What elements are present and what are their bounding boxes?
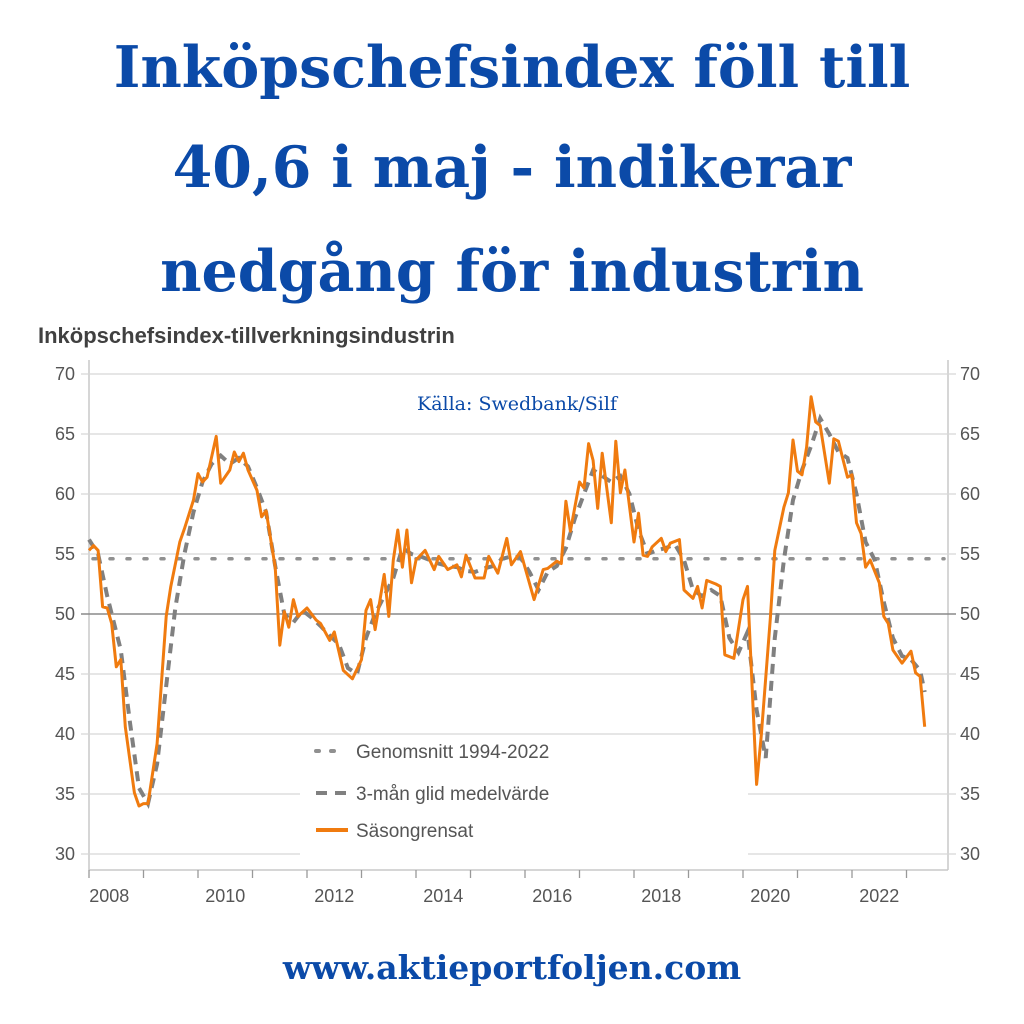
- headline-line-2: 40,6 i maj - indikerar: [172, 134, 852, 201]
- x-tick-label: 2014: [423, 886, 463, 906]
- x-tick-label: 2012: [314, 886, 354, 906]
- footer-url[interactable]: www.aktieportfoljen.com: [282, 948, 742, 987]
- y-tick-label-left: 45: [55, 664, 75, 684]
- y-tick-label-left: 50: [55, 604, 75, 624]
- y-tick-label-left: 35: [55, 784, 75, 804]
- y-tick-label-left: 70: [55, 364, 75, 384]
- chart-title: Inköpschefsindex-tillverkningsindustrin: [38, 323, 455, 348]
- y-tick-label-right: 70: [960, 364, 980, 384]
- y-tick-label-right: 60: [960, 484, 980, 504]
- y-tick-label-right: 35: [960, 784, 980, 804]
- x-tick-label: 2022: [859, 886, 899, 906]
- legend-label-average: Genomsnitt 1994-2022: [356, 742, 549, 763]
- x-tick-label: 2008: [89, 886, 129, 906]
- y-tick-label-right: 40: [960, 724, 980, 744]
- legend-box: [300, 735, 748, 863]
- x-tick-label: 2020: [750, 886, 790, 906]
- y-tick-label-left: 55: [55, 544, 75, 564]
- source-annotation: Källa: Swedbank/Silf: [417, 393, 617, 415]
- headline-line-1: Inköpschefsindex föll till: [113, 34, 911, 101]
- y-tick-label-left: 65: [55, 424, 75, 444]
- y-tick-label-right: 30: [960, 844, 980, 864]
- headline-line-3: nedgång för industrin: [160, 238, 864, 305]
- y-tick-label-left: 40: [55, 724, 75, 744]
- y-tick-label-left: 30: [55, 844, 75, 864]
- y-tick-label-right: 65: [960, 424, 980, 444]
- x-tick-label: 2018: [641, 886, 681, 906]
- y-tick-label-left: 60: [55, 484, 75, 504]
- x-tick-label: 2010: [205, 886, 245, 906]
- y-tick-label-right: 55: [960, 544, 980, 564]
- x-tick-label: 2016: [532, 886, 572, 906]
- y-tick-label-right: 45: [960, 664, 980, 684]
- y-tick-label-right: 50: [960, 604, 980, 624]
- legend-label-moving-average: 3-mån glid medelvärde: [356, 784, 549, 805]
- legend-label-seasonal: Säsongrensat: [356, 821, 474, 842]
